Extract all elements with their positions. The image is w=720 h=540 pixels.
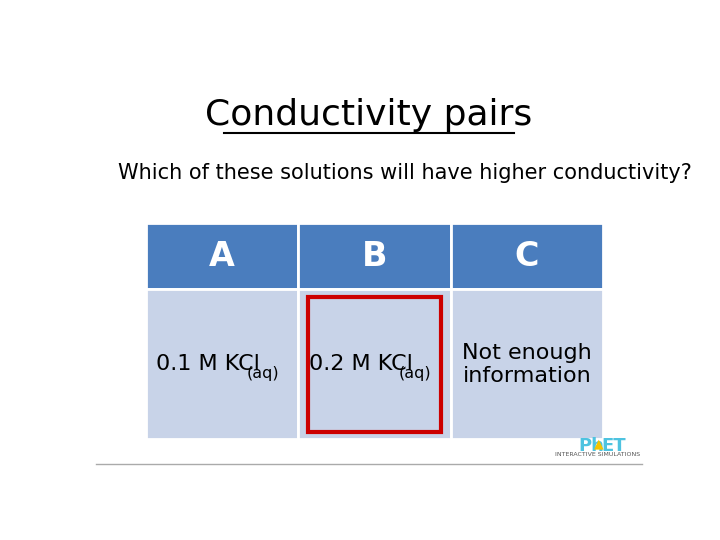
Text: C: C — [515, 240, 539, 273]
Text: INTERACTIVE SIMULATIONS: INTERACTIVE SIMULATIONS — [555, 452, 640, 457]
Text: Not enough
information: Not enough information — [462, 342, 592, 386]
FancyBboxPatch shape — [145, 223, 298, 289]
Text: B: B — [362, 240, 387, 273]
Text: (aq): (aq) — [246, 366, 279, 381]
FancyBboxPatch shape — [451, 289, 603, 439]
Text: Ph: Ph — [578, 437, 604, 455]
FancyBboxPatch shape — [298, 223, 451, 289]
FancyBboxPatch shape — [298, 289, 451, 439]
Text: ▲: ▲ — [594, 437, 603, 450]
Text: Conductivity pairs: Conductivity pairs — [205, 98, 533, 132]
FancyBboxPatch shape — [145, 289, 298, 439]
FancyBboxPatch shape — [451, 223, 603, 289]
Text: 0.2 M KCl: 0.2 M KCl — [309, 354, 413, 374]
Text: Which of these solutions will have higher conductivity?: Which of these solutions will have highe… — [118, 163, 692, 183]
Text: A: A — [209, 240, 235, 273]
Text: ET: ET — [602, 437, 626, 455]
Text: (aq): (aq) — [399, 366, 431, 381]
Text: 0.1 M KCl: 0.1 M KCl — [156, 354, 260, 374]
